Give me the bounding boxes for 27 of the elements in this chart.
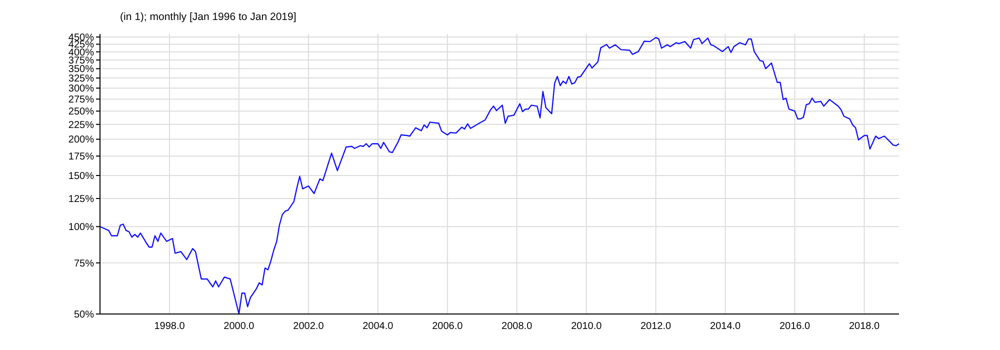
y-tick-label: 350% — [68, 64, 94, 76]
y-tick-label: 150% — [68, 171, 94, 182]
x-tick-label: 2016.0 — [779, 321, 810, 332]
x-tick-label: 2006.0 — [432, 321, 464, 332]
x-tick-label: 2004.0 — [362, 321, 394, 332]
y-tick-label: 375% — [68, 55, 94, 66]
x-tick-label: 2014.0 — [710, 321, 742, 332]
x-tick-label: 2008.0 — [502, 321, 533, 332]
y-tick-label: 275% — [68, 94, 94, 106]
y-tick-label: 250% — [68, 106, 94, 118]
x-tick-label: 2002.0 — [293, 321, 324, 332]
y-tick-label: 125% — [68, 194, 94, 205]
x-tick-label: 2012.0 — [640, 321, 672, 332]
y-tick-label: 175% — [68, 152, 94, 163]
y-tick-label: 75% — [74, 258, 94, 270]
x-tick-label: 2010.0 — [571, 321, 602, 332]
line-series — [99, 36, 900, 315]
y-tick-label: 100% — [68, 222, 94, 234]
y-tick-label: 225% — [68, 120, 94, 131]
y-tick-label: 300% — [68, 84, 94, 95]
x-tick-label: 2000.0 — [224, 321, 255, 332]
x-tick-label: 2018.0 — [848, 321, 880, 332]
y-tick-label: 50% — [74, 310, 94, 320]
x-tick-label: 1998.0 — [154, 321, 186, 332]
chart-title: (in 1); monthly [Jan 1996 to Jan 2019] — [120, 11, 296, 23]
y-tick-label: 325% — [68, 74, 94, 85]
y-tick-label: 200% — [68, 134, 94, 146]
